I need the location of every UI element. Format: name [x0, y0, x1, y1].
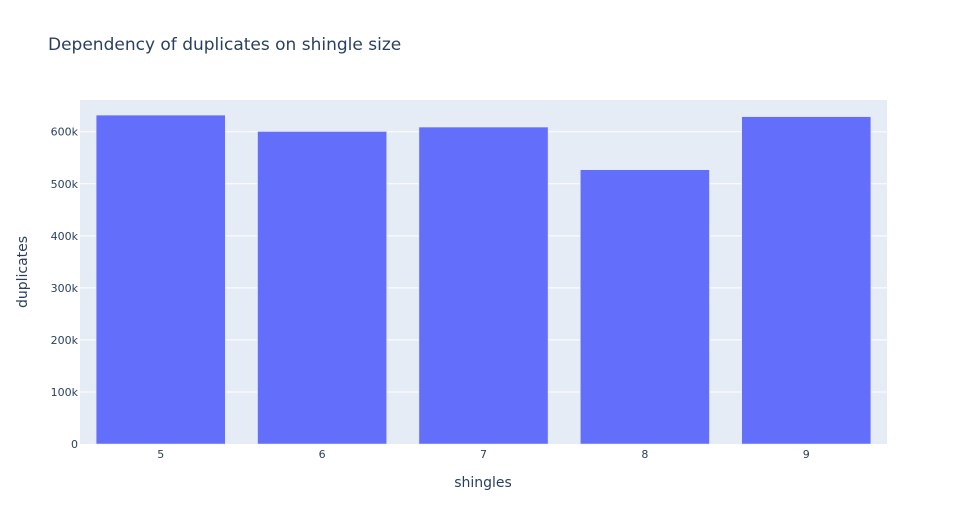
bar-5[interactable] — [95, 114, 226, 445]
y-axis-ticks: 0 100k 200k 300k 400k 500k 600k — [51, 126, 79, 451]
bar-9[interactable] — [741, 116, 872, 445]
x-tick-label: 7 — [480, 448, 487, 461]
bar-7[interactable] — [418, 126, 549, 445]
x-tick-label: 9 — [803, 448, 810, 461]
chart-title: Dependency of duplicates on shingle size — [48, 35, 401, 55]
y-tick-label: 400k — [51, 230, 79, 243]
x-tick-label: 5 — [157, 448, 164, 461]
bar-series — [95, 114, 872, 445]
y-tick-label: 500k — [51, 178, 79, 191]
x-tick-label: 8 — [641, 448, 648, 461]
y-tick-label: 300k — [51, 282, 79, 295]
y-axis-title: duplicates — [15, 236, 31, 308]
x-axis-title: shingles — [454, 475, 512, 491]
y-tick-label: 600k — [51, 126, 79, 139]
y-tick-label: 100k — [51, 386, 79, 399]
bar-8[interactable] — [580, 169, 710, 445]
x-axis-ticks: 5 6 7 8 9 — [157, 448, 810, 461]
bar-6[interactable] — [257, 131, 387, 445]
x-tick-label: 6 — [319, 448, 326, 461]
y-tick-label: 200k — [51, 334, 79, 347]
y-tick-label: 0 — [71, 438, 78, 451]
